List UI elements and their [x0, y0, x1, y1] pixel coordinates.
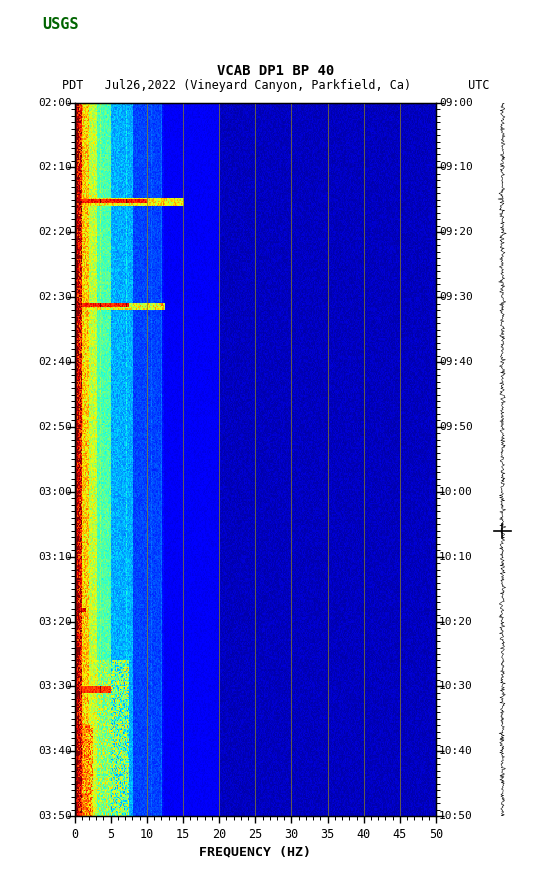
Text: 10:50: 10:50: [439, 811, 473, 822]
Text: VCAB DP1 BP 40: VCAB DP1 BP 40: [217, 63, 335, 78]
Text: 02:10: 02:10: [38, 162, 72, 172]
Text: 02:00: 02:00: [38, 97, 72, 108]
Text: 10:20: 10:20: [439, 616, 473, 626]
Text: 03:50: 03:50: [38, 811, 72, 822]
Text: 02:30: 02:30: [38, 293, 72, 302]
Text: 09:20: 09:20: [439, 227, 473, 237]
Text: 10:00: 10:00: [439, 487, 473, 497]
Text: 03:30: 03:30: [38, 681, 72, 691]
Text: PDT   Jul26,2022 (Vineyard Canyon, Parkfield, Ca)        UTC: PDT Jul26,2022 (Vineyard Canyon, Parkfie…: [62, 78, 490, 92]
Text: 10:40: 10:40: [439, 747, 473, 756]
Text: 02:20: 02:20: [38, 227, 72, 237]
Polygon shape: [6, 13, 72, 40]
Text: 03:40: 03:40: [38, 747, 72, 756]
Text: 03:20: 03:20: [38, 616, 72, 626]
Text: 09:10: 09:10: [439, 162, 473, 172]
Text: 09:00: 09:00: [439, 97, 473, 108]
Text: USGS: USGS: [42, 17, 78, 32]
Text: 03:00: 03:00: [38, 487, 72, 497]
Text: 03:10: 03:10: [38, 551, 72, 562]
Text: 09:30: 09:30: [439, 293, 473, 302]
Text: 10:30: 10:30: [439, 681, 473, 691]
Text: 02:40: 02:40: [38, 357, 72, 368]
Text: 09:40: 09:40: [439, 357, 473, 368]
X-axis label: FREQUENCY (HZ): FREQUENCY (HZ): [199, 845, 311, 858]
Text: 09:50: 09:50: [439, 422, 473, 432]
Text: 10:10: 10:10: [439, 551, 473, 562]
Text: 02:50: 02:50: [38, 422, 72, 432]
